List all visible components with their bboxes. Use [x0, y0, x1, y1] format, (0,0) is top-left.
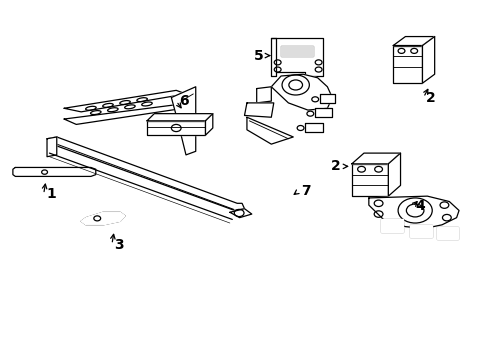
Polygon shape	[246, 117, 293, 144]
Polygon shape	[392, 37, 434, 45]
Polygon shape	[13, 167, 96, 176]
Polygon shape	[229, 209, 251, 218]
Polygon shape	[271, 74, 331, 110]
Text: 6: 6	[179, 94, 188, 108]
Polygon shape	[81, 212, 125, 225]
Polygon shape	[281, 45, 312, 56]
Polygon shape	[64, 90, 185, 112]
Polygon shape	[320, 94, 334, 103]
Polygon shape	[47, 137, 57, 157]
Polygon shape	[368, 196, 458, 228]
Polygon shape	[147, 114, 212, 121]
Polygon shape	[315, 108, 331, 117]
Polygon shape	[387, 153, 400, 196]
Polygon shape	[392, 45, 422, 83]
Polygon shape	[436, 226, 457, 239]
Polygon shape	[351, 153, 400, 164]
Polygon shape	[64, 105, 183, 125]
Text: 3: 3	[114, 238, 124, 252]
Polygon shape	[409, 225, 431, 237]
Text: 5: 5	[254, 49, 264, 63]
Polygon shape	[380, 220, 402, 232]
Polygon shape	[271, 39, 322, 76]
Text: 2: 2	[330, 159, 340, 174]
Polygon shape	[244, 103, 273, 117]
Polygon shape	[171, 87, 195, 155]
Polygon shape	[147, 121, 205, 135]
Text: 2: 2	[425, 90, 435, 104]
Polygon shape	[351, 164, 387, 196]
Polygon shape	[305, 123, 322, 132]
Text: 7: 7	[300, 184, 309, 198]
Polygon shape	[205, 114, 212, 135]
Text: 4: 4	[414, 199, 424, 213]
Polygon shape	[256, 87, 271, 103]
Polygon shape	[47, 137, 244, 211]
Polygon shape	[422, 37, 434, 83]
Text: 1: 1	[46, 187, 56, 201]
